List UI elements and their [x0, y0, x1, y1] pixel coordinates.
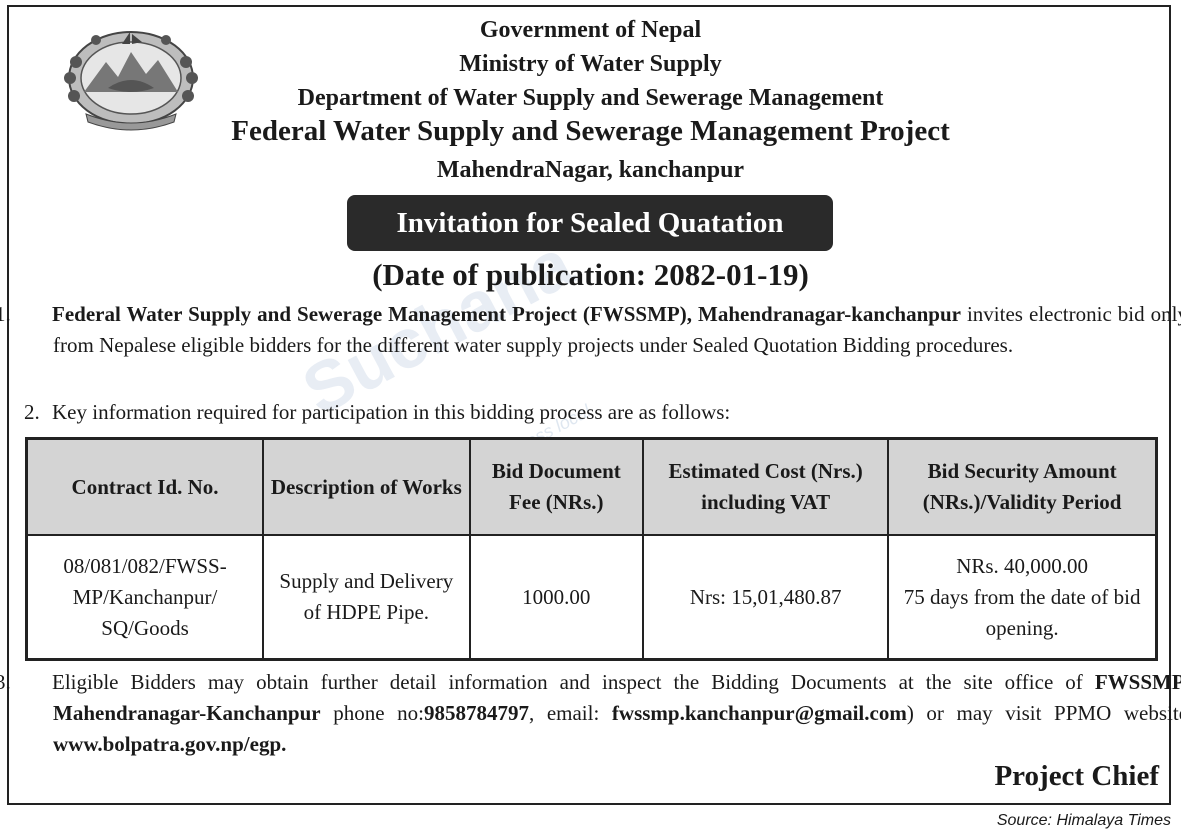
office-name-bold: FWSSMP, Mahendranagar-Kanchanpur: [53, 670, 1181, 725]
header-description: Description of Works: [262, 437, 471, 536]
header-estimated-cost: Estimated Cost (Nrs.) including VAT: [642, 437, 890, 536]
item-1: 1. Federal Water Supply and Sewerage Mana…: [0, 299, 1181, 361]
department-heading: Department of Water Supply and Sewerage …: [297, 85, 884, 111]
ministry-heading: Ministry of Water Supply: [459, 51, 722, 77]
email-address: fwssmp.kanchanpur@gmail.com: [611, 701, 907, 725]
header-fee: Bid Document Fee (NRs.): [468, 437, 645, 536]
signature-title: Project Chief: [994, 760, 1159, 792]
notice-border: [7, 5, 1171, 805]
location-heading: MahendraNagar, kanchanpur: [436, 157, 745, 183]
item-text: invites electronic bid only from Nepales…: [53, 302, 1181, 357]
item-text-a: Eligible Bidders may obtain further deta…: [52, 670, 1095, 694]
item-2: 2. Key information required for participa…: [24, 397, 1159, 428]
bid-info-table: Contract Id. No. Description of Works Bi…: [25, 437, 1158, 661]
cell-contract-id: 08/081/082/FWSS-MP/Kanchanpur/ SQ/Goods: [25, 534, 265, 661]
cell-estimated-cost: Nrs: 15,01,480.87: [642, 534, 890, 661]
publication-date: (Date of publication: 2082-01-19): [372, 257, 809, 292]
table-header-row: Contract Id. No. Description of Works Bi…: [25, 437, 1158, 536]
govt-heading: Government of Nepal: [479, 17, 702, 43]
header-contract-id: Contract Id. No.: [25, 437, 265, 536]
phone-number: 9858784797: [423, 701, 529, 725]
validity-period: 75 days from the date of bid opening.: [903, 584, 1141, 640]
item-number: 1.: [0, 302, 11, 326]
cell-fee: 1000.00: [468, 534, 645, 661]
project-heading: Federal Water Supply and Sewerage Manage…: [231, 115, 950, 147]
item-number: 3.: [0, 670, 11, 694]
cell-description: Supply and Delivery of HDPE Pipe.: [262, 534, 471, 661]
item-text-b: phone no:: [320, 701, 424, 725]
project-name-bold: Federal Water Supply and Sewerage Manage…: [52, 302, 961, 326]
item-number: 2.: [24, 400, 40, 424]
table-row: 08/081/082/FWSS-MP/Kanchanpur/ SQ/Goods …: [25, 534, 1158, 661]
source-credit: Source: Himalaya Times: [996, 812, 1171, 829]
header-bid-security: Bid Security Amount (NRs.)/Validity Peri…: [887, 437, 1158, 536]
cell-bid-security: NRs. 40,000.00 75 days from the date of …: [887, 534, 1158, 661]
nepal-emblem-icon: [64, 31, 198, 131]
security-amount: NRs. 40,000.00: [956, 553, 1089, 578]
ppmo-website: www.bolpatra.gov.np/egp.: [53, 732, 287, 756]
item-3: 3. Eligible Bidders may obtain further de…: [0, 667, 1181, 760]
notice-title-banner: Invitation for Sealed Quatation: [347, 195, 833, 251]
item-text-c: , email:: [528, 701, 612, 725]
item-text: Key information required for participati…: [52, 400, 731, 424]
item-text-d: ) or may visit PPMO website: [906, 701, 1181, 725]
